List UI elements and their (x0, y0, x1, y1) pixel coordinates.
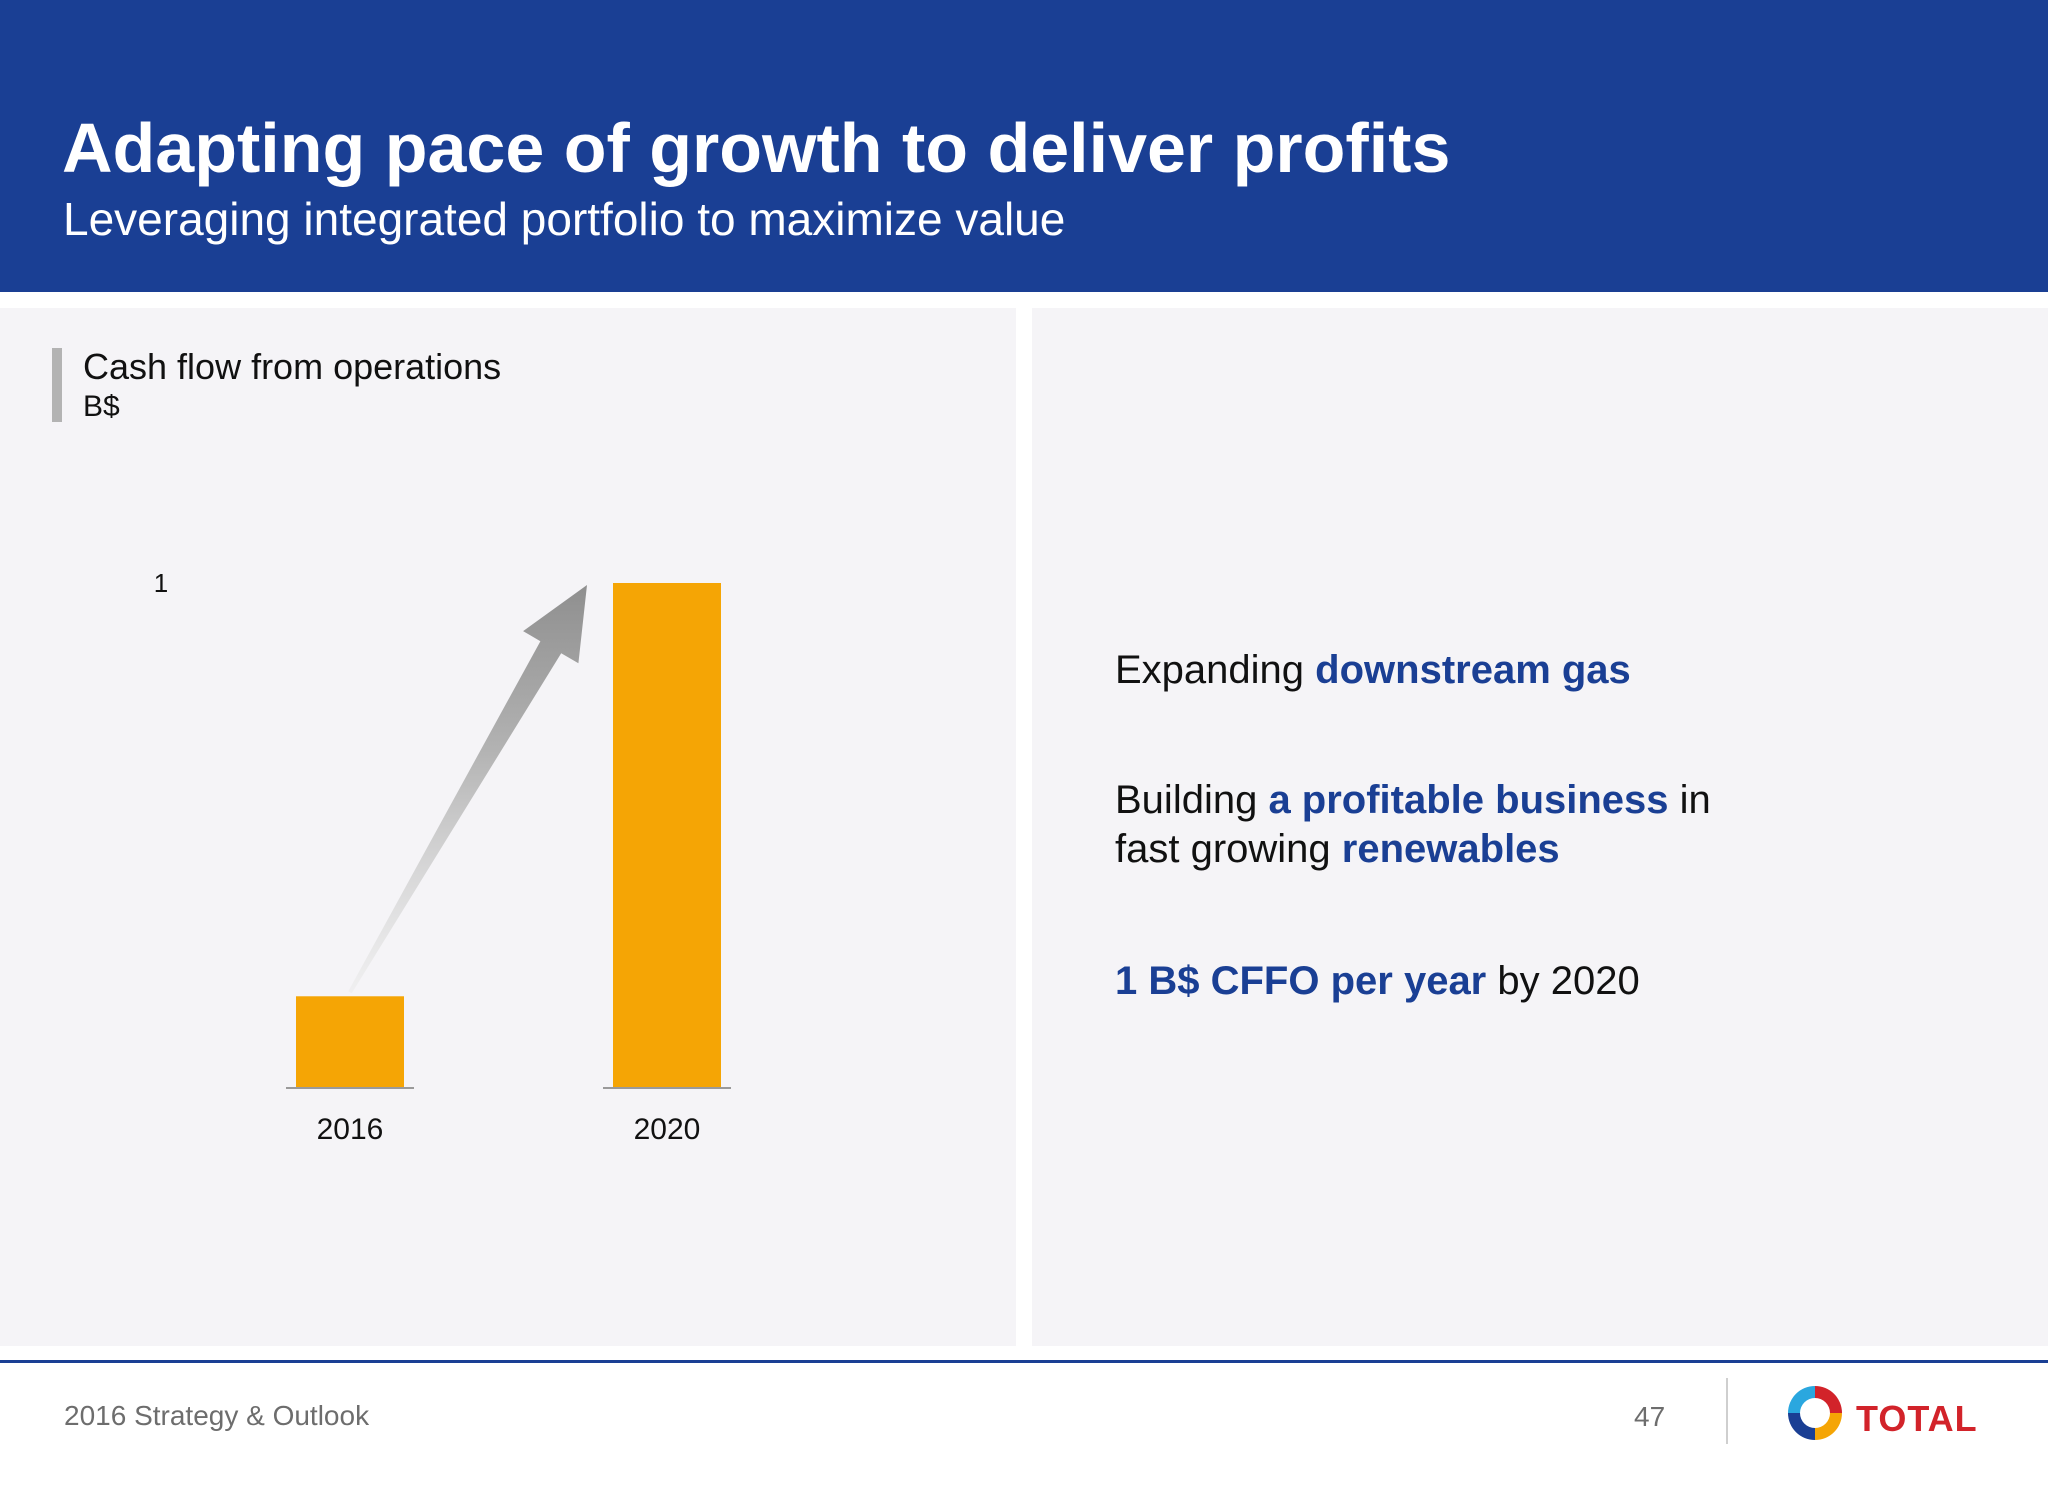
bullet-text: in (1668, 778, 1711, 822)
header-banner: Adapting pace of growth to deliver profi… (0, 0, 2048, 292)
data-label: 1 (154, 568, 168, 598)
chart-unit-label: B$ (83, 390, 120, 423)
bullet-text: fast growing (1115, 827, 1342, 871)
chart-title-accent-bar (52, 348, 62, 422)
bullet-text: Building (1115, 778, 1269, 822)
footer-title: 2016 Strategy & Outlook (64, 1400, 370, 1431)
chart-panel (0, 308, 1016, 1346)
bullet-cffo-target: 1 B$ CFFO per year by 2020 (1115, 957, 1640, 1006)
page-subtitle: Leveraging integrated portfolio to maxim… (63, 193, 1066, 245)
bullet-highlight: 1 B$ CFFO per year (1115, 959, 1487, 1003)
footer-rule (0, 1360, 2048, 1363)
bullet-highlight: downstream gas (1315, 648, 1631, 692)
bullet-highlight: renewables (1341, 827, 1560, 871)
page-number: 47 (1634, 1401, 1666, 1432)
total-logo: TOTAL (1782, 1380, 1982, 1450)
x-tick-label: 2020 (634, 1113, 701, 1146)
bar-2020 (613, 583, 721, 1087)
chart-title: Cash flow from operations (83, 346, 502, 387)
bullet-downstream-gas: Expanding downstream gas (1115, 646, 1631, 695)
bullet-text: by 2020 (1486, 959, 1640, 1003)
bullet-renewables-line-2: fast growing renewables (1115, 825, 1560, 874)
bar-2016 (296, 996, 404, 1087)
footer-divider (1726, 1378, 1728, 1444)
x-tick-label: 2016 (317, 1113, 384, 1146)
growth-arrow (348, 585, 587, 994)
bar-chart: 2016 2020 1 (154, 568, 731, 1146)
bullet-highlight: a profitable business (1268, 778, 1669, 822)
bullet-text: Expanding (1115, 648, 1316, 692)
page-title: Adapting pace of growth to deliver profi… (62, 109, 1451, 187)
bullet-renewables-line-1: Building a profitable business in (1115, 776, 1711, 825)
text-panel (1032, 308, 2048, 1346)
logo-wordmark: TOTAL (1856, 1398, 1978, 1439)
total-logo-icon (1788, 1386, 1842, 1440)
